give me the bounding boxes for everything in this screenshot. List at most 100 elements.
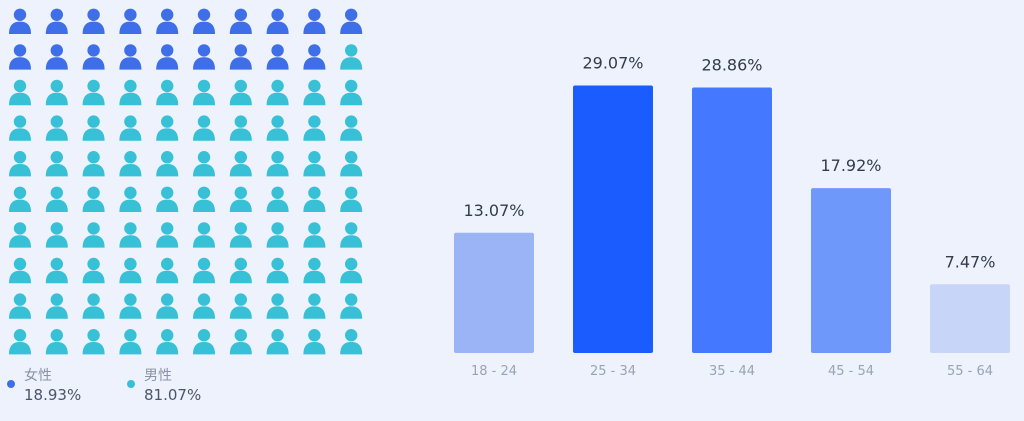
age-category-label: 45 - 54 xyxy=(828,364,874,379)
male-person-icon xyxy=(340,186,363,212)
male-person-icon xyxy=(82,115,105,141)
male-person-icon xyxy=(229,186,252,212)
female-person-icon xyxy=(303,8,326,34)
male-person-icon xyxy=(9,186,31,212)
female-person-icon xyxy=(82,44,105,70)
bar-value-label: 7.47% xyxy=(945,252,996,271)
female-person-icon xyxy=(9,8,31,34)
male-person-icon xyxy=(9,293,31,319)
male-person-icon xyxy=(266,329,289,355)
male-person-icon xyxy=(156,115,179,141)
male-person-icon xyxy=(45,186,68,212)
female-person-icon xyxy=(229,8,252,34)
male-person-icon xyxy=(9,222,31,248)
male-person-icon xyxy=(193,151,215,177)
male-person-icon xyxy=(266,151,289,177)
male-person-icon xyxy=(82,151,105,177)
male-person-icon xyxy=(119,115,142,141)
female-person-icon xyxy=(119,44,142,70)
male-person-icon xyxy=(229,257,252,284)
male-person-icon xyxy=(303,293,326,319)
male-person-icon xyxy=(156,186,179,212)
male-person-icon xyxy=(266,222,289,248)
bar-value-label: 13.07% xyxy=(463,201,524,220)
male-person-icon xyxy=(303,257,326,284)
male-person-icon xyxy=(156,79,179,106)
bar-value-label: 29.07% xyxy=(582,54,643,73)
female-person-icon xyxy=(229,44,252,70)
age-bar[interactable] xyxy=(573,85,653,353)
male-person-icon xyxy=(340,257,363,284)
legend-label-male: 男性 xyxy=(144,368,172,384)
male-person-icon xyxy=(266,186,289,212)
male-person-icon xyxy=(193,257,215,284)
male-person-icon xyxy=(229,151,252,177)
male-person-icon xyxy=(119,222,142,248)
male-person-icon xyxy=(193,293,215,319)
age-bar[interactable] xyxy=(811,188,891,353)
male-person-icon xyxy=(82,222,105,248)
male-person-icon xyxy=(156,257,179,284)
male-person-icon xyxy=(45,222,68,248)
male-person-icon xyxy=(45,79,68,106)
male-person-icon xyxy=(119,151,142,177)
age-category-label: 25 - 34 xyxy=(590,364,636,379)
male-person-icon xyxy=(9,151,31,177)
male-person-icon xyxy=(45,293,68,319)
legend-value-male: 81.07% xyxy=(144,386,202,404)
male-person-icon xyxy=(45,115,68,141)
age-category-label: 18 - 24 xyxy=(471,364,517,379)
gender-legend: 女性 18.93% 男性 81.07% xyxy=(0,360,360,417)
female-person-icon xyxy=(45,8,68,34)
age-bar-chart-svg: 13.07% 18 - 24 29.07% 25 - 34 28.86% 35 - 44 1… xyxy=(454,54,1010,379)
male-person-icon xyxy=(303,222,326,248)
age-category-label: 55 - 64 xyxy=(947,364,993,379)
male-person-icon xyxy=(266,257,289,284)
male-person-icon xyxy=(193,79,215,106)
male-person-icon xyxy=(45,151,68,177)
male-person-icon xyxy=(119,329,142,355)
female-person-icon xyxy=(156,44,179,70)
male-person-icon xyxy=(82,186,105,212)
male-person-icon xyxy=(229,222,252,248)
male-person-icon xyxy=(193,222,215,248)
male-person-icon xyxy=(340,44,363,70)
male-person-icon xyxy=(82,293,105,319)
female-person-icon xyxy=(193,44,215,70)
age-bar[interactable] xyxy=(692,87,772,353)
male-person-icon xyxy=(229,115,252,141)
male-person-icon xyxy=(156,329,179,355)
male-person-icon xyxy=(193,186,215,212)
male-person-icon xyxy=(303,186,326,212)
female-person-icon xyxy=(340,8,363,34)
male-person-icon xyxy=(45,257,68,284)
male-person-icon xyxy=(9,79,31,106)
age-bar-chart: 13.07% 18 - 24 29.07% 25 - 34 28.86% 35 - 44 1… xyxy=(420,0,1024,417)
legend-value-female: 18.93% xyxy=(24,386,82,404)
male-person-icon xyxy=(119,79,142,106)
age-bar[interactable] xyxy=(930,284,1010,353)
male-person-icon xyxy=(82,79,105,106)
age-bar[interactable] xyxy=(454,232,534,353)
people-icon-grid xyxy=(9,8,363,355)
male-person-icon xyxy=(156,293,179,319)
male-person-icon xyxy=(193,115,215,141)
age-category-label: 35 - 44 xyxy=(709,364,755,379)
male-person-icon xyxy=(229,293,252,319)
male-person-icon xyxy=(9,257,31,284)
female-person-icon xyxy=(156,8,179,34)
male-person-icon xyxy=(340,329,363,355)
female-person-icon xyxy=(45,44,68,70)
legend-dot-male xyxy=(127,380,135,388)
male-person-icon xyxy=(82,257,105,284)
male-person-icon xyxy=(266,293,289,319)
bar-value-label: 17.92% xyxy=(820,156,881,175)
male-person-icon xyxy=(303,151,326,177)
male-person-icon xyxy=(82,329,105,355)
male-person-icon xyxy=(303,115,326,141)
male-person-icon xyxy=(340,79,363,106)
male-person-icon xyxy=(193,329,215,355)
male-person-icon xyxy=(119,186,142,212)
male-person-icon xyxy=(119,257,142,284)
legend-label-female: 女性 xyxy=(24,368,52,384)
